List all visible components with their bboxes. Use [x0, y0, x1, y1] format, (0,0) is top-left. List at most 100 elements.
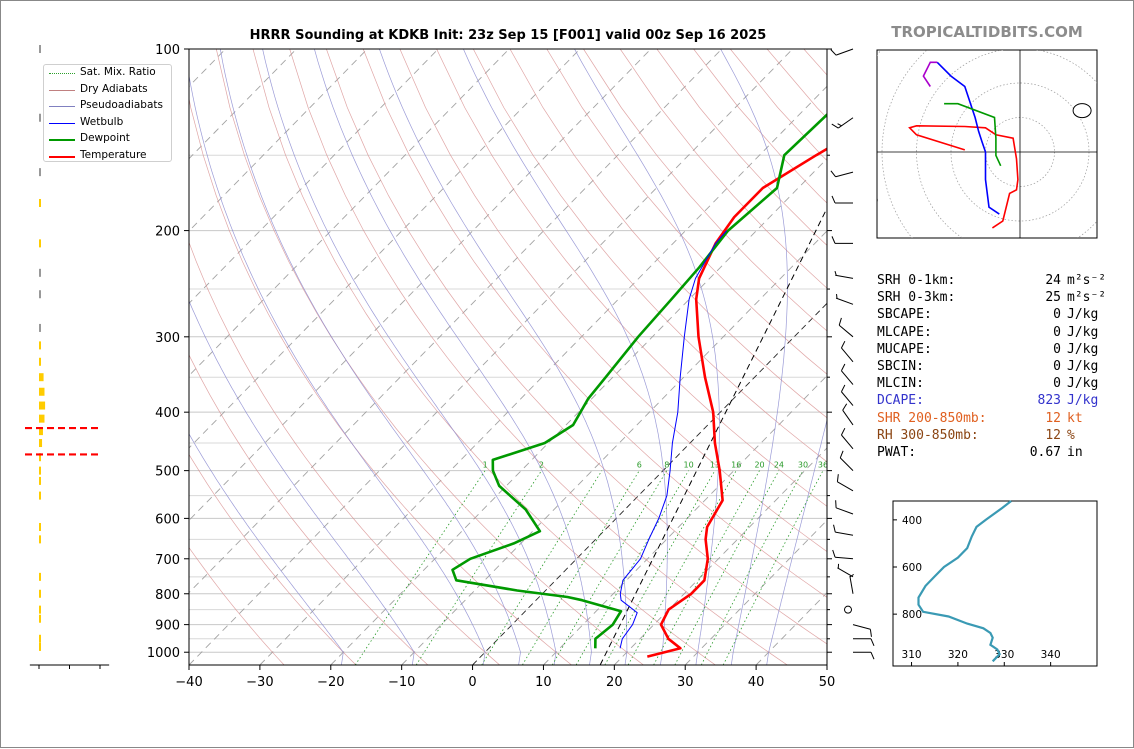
stat-value: 0 — [999, 341, 1061, 358]
barb-flag — [871, 639, 874, 646]
legend-label: Wetbulb — [80, 116, 123, 128]
stat-label: MUCAPE: — [877, 341, 932, 358]
legend-label: Dewpoint — [80, 132, 130, 144]
barb-staff — [841, 435, 853, 449]
wind-barb — [853, 652, 874, 659]
barb-half-flag — [834, 271, 837, 275]
wind-barb — [832, 196, 853, 203]
wind-barb — [841, 404, 859, 425]
x-tick-label: 0 — [468, 675, 476, 690]
wind-barb — [833, 500, 855, 514]
mixing-ratio-line — [552, 471, 667, 665]
stat-row: MLCAPE: 0 J/kg — [877, 324, 1107, 341]
stat-unit: J/kg — [1067, 358, 1098, 375]
stat-unit: J/kg — [1067, 375, 1098, 392]
omega-bar — [39, 168, 41, 176]
stat-label: SRH 0-1km: — [877, 272, 955, 289]
omega-bar — [39, 358, 41, 366]
barb-flag — [832, 550, 836, 557]
stat-value: 0 — [999, 375, 1061, 392]
theta-e-frame — [893, 501, 1097, 666]
barb-staff — [837, 568, 853, 577]
omega-bar — [39, 573, 41, 581]
omega-bar — [39, 643, 41, 651]
y-tick-label: 600 — [155, 512, 180, 527]
mixing-ratio-label: 6 — [637, 461, 642, 470]
y-tick-label: 400 — [155, 406, 180, 421]
mixing-ratio-label: 30 — [798, 461, 808, 470]
x-tick-label: 50 — [819, 675, 836, 690]
stat-value: 0 — [999, 324, 1061, 341]
stat-label: SRH 0-3km: — [877, 289, 955, 306]
stat-label: RH 300-850mb: — [877, 427, 979, 444]
y-tick-label: 1000 — [147, 646, 180, 661]
wind-barb — [832, 112, 853, 130]
mixing-ratio-label: 20 — [754, 461, 764, 470]
x-tick-label: −40 — [175, 675, 202, 690]
pseudoadiabat — [263, 49, 556, 665]
dry-adiabat — [216, 49, 643, 665]
theta-e-y-tick-label: 800 — [902, 609, 922, 621]
pseudoadiabat — [220, 49, 520, 665]
storm-motion-marker — [1073, 104, 1091, 118]
omega-bar — [39, 615, 41, 623]
calm-wind-barb — [845, 606, 852, 613]
stat-label: PWAT: — [877, 444, 916, 461]
x-tick-label: −30 — [246, 675, 273, 690]
legend-swatch — [49, 73, 75, 74]
hodograph-frame — [877, 50, 1097, 238]
mixing-ratio-line — [482, 471, 602, 665]
barb-staff — [841, 348, 853, 362]
barb-flag — [831, 170, 836, 178]
wind-barb — [840, 428, 859, 449]
wind-barb — [840, 341, 859, 362]
stat-label: MLCAPE: — [877, 324, 932, 341]
stat-value: 0 — [999, 358, 1061, 375]
wind-barb — [835, 294, 854, 304]
omega-bar — [39, 606, 41, 614]
stat-row: RH 300-850mb:12% — [877, 427, 1107, 444]
theta-e-y-tick-label: 400 — [902, 515, 922, 527]
x-tick-label: −10 — [388, 675, 415, 690]
x-tick-label: −20 — [317, 675, 344, 690]
stat-unit: in — [1067, 444, 1083, 461]
y-tick-label: 800 — [155, 588, 180, 603]
y-tick-label: 900 — [155, 619, 180, 634]
wind-barb — [838, 451, 858, 471]
barb-flag — [837, 318, 844, 325]
y-tick-label: 500 — [155, 465, 180, 480]
barb-flag — [841, 404, 848, 410]
barb-flag — [840, 341, 847, 348]
legend-entry: Wetbulb — [44, 116, 171, 132]
barb-staff — [853, 625, 870, 630]
stat-label: MLCIN: — [877, 375, 924, 392]
legend-label: Pseudoadiabats — [80, 99, 163, 111]
storm-motion-marker — [859, 193, 877, 207]
mixing-ratio-line — [416, 471, 541, 665]
stat-label: SBCIN: — [877, 358, 924, 375]
barb-half-flag — [837, 564, 841, 568]
barb-flag — [840, 364, 847, 371]
legend-swatch — [49, 139, 75, 141]
barb-staff — [835, 275, 853, 278]
stat-unit: J/kg — [1067, 324, 1098, 341]
legend-swatch — [49, 90, 75, 91]
barb-flag — [832, 122, 838, 129]
omega-bar — [39, 114, 41, 122]
legend-entry: Dry Adiabats — [44, 83, 171, 99]
pseudoadiabat — [721, 49, 788, 665]
isotherm-line — [118, 49, 722, 665]
stat-unit: m²s⁻² — [1067, 289, 1106, 306]
legend-entry: Sat. Mix. Ratio — [44, 66, 171, 82]
stat-label: SBCAPE: — [877, 306, 932, 323]
barb-staff — [838, 118, 853, 128]
stat-unit: % — [1067, 427, 1075, 444]
barb-staff — [836, 298, 853, 304]
stat-value: 12 — [999, 410, 1061, 427]
omega-bar — [39, 324, 41, 332]
omega-bar — [39, 402, 45, 410]
barb-staff — [835, 532, 853, 535]
omega-bar — [39, 290, 41, 298]
